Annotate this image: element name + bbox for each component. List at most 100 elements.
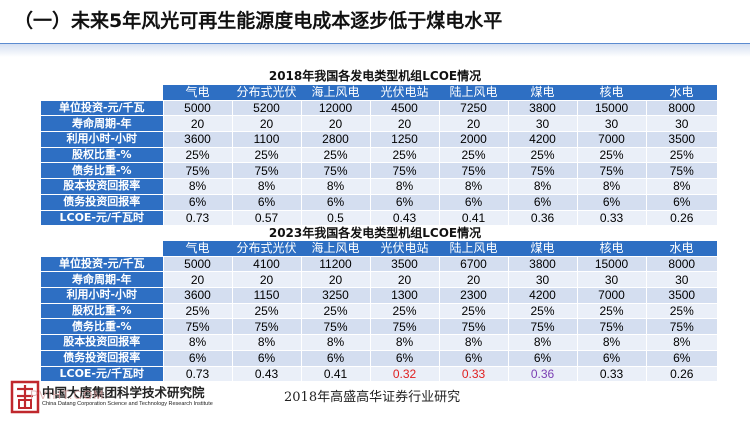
table-cell: 8% [507,178,577,195]
table-cell: 0.33 [576,210,646,226]
table-cell: 6% [162,350,232,366]
table-cell: 6% [438,350,508,366]
table-cell: 75% [162,162,232,179]
lcoe-table-2023: 气电 分布式光伏 海上风电 光伏电站 陆上风电 煤电 核电 水电 单位投资-元/千瓦 5000 41… [41,241,717,382]
table-cell: 75% [231,318,301,335]
table-cell: 20 [438,271,508,288]
table-cell: 5200 [231,100,301,116]
table-cell: 25% [645,303,717,319]
table-cell: 25% [438,303,508,319]
table-cell: 75% [576,162,646,179]
table-cell: 8% [300,334,370,351]
table-cell: 8% [231,178,301,195]
table-cell: 3500 [645,287,717,304]
row-label: 股本投资回报率 [41,178,163,195]
table-cell: 0.41 [438,210,508,226]
row-label: 利用小时-小时 [41,131,163,148]
table-cell: 25% [438,147,508,163]
table-row: 股权比重-% 25% 25% 25% 25% 25% 25% 25% 25% [41,303,717,319]
logo-chinese-name: 中国大唐集团科学技术研究院 [42,385,205,400]
logo-english-name: China Datang Corporation Science and Tec… [42,401,213,407]
table-cell: 25% [576,147,646,163]
table-cell: 20 [369,271,439,288]
table-cell: 3500 [645,131,717,148]
table-cell: 0.73 [162,366,232,382]
table-cell: 1250 [369,131,439,148]
column-header: 气电 [163,85,232,101]
table-cell: 25% [162,303,232,319]
table-2018-title: 2018年我国各发电类型机组LCOE情况 [268,69,482,83]
table-cell: 6% [645,194,717,210]
table-row: 寿命周期-年 20 20 20 20 20 30 30 30 [41,115,717,132]
column-header: 海上风电 [301,85,370,101]
table-cell: 8% [162,178,232,195]
column-header: 海上风电 [301,241,370,257]
table-header-row: 气电 分布式光伏 海上风电 光伏电站 陆上风电 煤电 核电 水电 [41,85,717,101]
table-cell: 6% [231,350,301,366]
table-cell: 25% [300,147,370,163]
table-cell: 11200 [300,256,370,272]
table-cell: 0.36 [507,366,577,382]
table-cell: 8% [645,178,717,195]
row-label: 债务比重-% [41,318,163,335]
source-note: 2018年高盛高华证券行业研究 [284,390,461,405]
title-divider [0,43,750,44]
table-cell: 8% [438,334,508,351]
table-cell: 75% [438,318,508,335]
table-cell: 0.32 [369,366,439,382]
column-header: 光伏电站 [370,241,439,257]
table-cell: 20 [231,115,301,132]
table-cell: 20 [438,115,508,132]
page-title: （一）未来5年风光可再生能源度电成本逐步低于煤电水平 [14,10,503,32]
table-cell: 8% [576,334,646,351]
table-row: 股本投资回报率 8% 8% 8% 8% 8% 8% 8% 8% [41,178,717,195]
table-cell: 3800 [507,256,577,272]
table-cell: 3500 [369,256,439,272]
table-cell: 20 [231,271,301,288]
table-row: 寿命周期-年 20 20 20 20 20 30 30 30 [41,271,717,288]
table-corner-cell [41,241,163,257]
column-header: 水电 [646,85,717,101]
table-cell: 6% [162,194,232,210]
table-cell: 6% [369,350,439,366]
table-cell: 2800 [300,131,370,148]
table-cell: 4200 [507,131,577,148]
row-label: 股权比重-% [41,147,163,163]
table-cell: 20 [162,271,232,288]
company-logo: 中国大唐集团科学技术研究院 China Datang Corporation S… [10,379,240,419]
table-cell: 25% [576,303,646,319]
table-cell: 6% [300,350,370,366]
table-cell: 1100 [231,131,301,148]
table-cell: 6% [576,194,646,210]
table-row: 债务比重-% 75% 75% 75% 75% 75% 75% 75% 75% [41,318,717,335]
row-label: LCOE-元/千瓦时 [41,210,163,226]
column-header: 陆上风电 [439,85,508,101]
table-cell: 4500 [369,100,439,116]
table-cell: 2000 [438,131,508,148]
table-row: 债务投资回报率 6% 6% 6% 6% 6% 6% 6% 6% [41,194,717,210]
table-cell: 0.5 [300,210,370,226]
column-header: 分布式光伏 [232,241,301,257]
row-label: 寿命周期-年 [41,271,163,288]
table-cell: 75% [231,162,301,179]
table-cell: 6% [576,350,646,366]
table-cell: 6% [300,194,370,210]
table-cell: 8% [576,178,646,195]
watermark: PVIHT.COM [30,388,105,402]
table-cell: 15000 [576,100,646,116]
table-cell: 25% [162,147,232,163]
table-cell: 0.41 [300,366,370,382]
table-cell: 8% [231,334,301,351]
table-cell: 2300 [438,287,508,304]
table-cell: 3600 [162,287,232,304]
table-cell: 30 [507,271,577,288]
table-cell: 8% [369,334,439,351]
table-cell: 20 [369,115,439,132]
table-cell: 6% [369,194,439,210]
table-cell: 8% [438,178,508,195]
table-cell: 15000 [576,256,646,272]
column-header: 气电 [163,241,232,257]
table-cell: 25% [507,303,577,319]
column-header: 煤电 [508,85,577,101]
table-cell: 4200 [507,287,577,304]
